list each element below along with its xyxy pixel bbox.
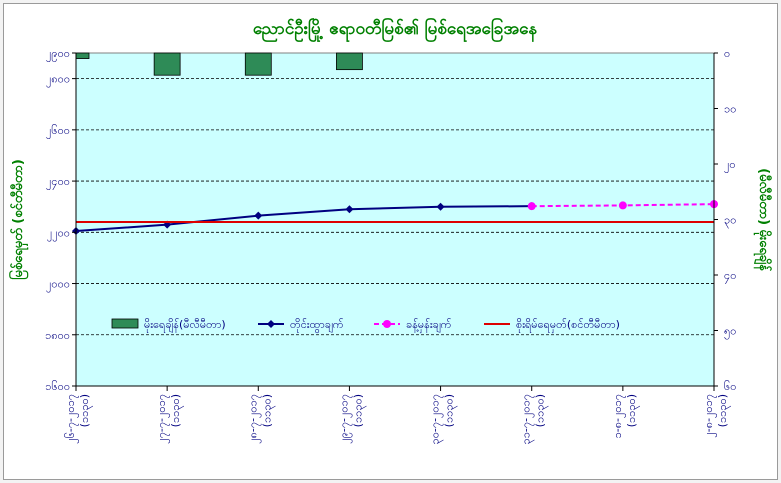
x-tick-label: ၃၁-၇-၂၀၁၇ (၁၁၃၀) [520, 394, 549, 444]
x-tick-date: ၃၁-၇-၂၀၁၇ [520, 394, 535, 444]
rainfall-bars [75, 52, 363, 76]
x-tick-label: ၁-၈-၂၀၁၇ (၁၁၃၀) [611, 394, 640, 438]
y-right-tick-label: ၀ [724, 47, 730, 60]
x-tick-time: (၁၁၃၀) [260, 394, 275, 427]
y-right-tick-label: ၂၀ [724, 158, 736, 173]
rainfall-bar [75, 52, 90, 59]
legend-label: မိုးရေချိန်(မီလီမီတာ) [144, 318, 226, 333]
y-left-tick-label: ၂၂၀၀ [47, 226, 70, 241]
x-tick-date: ၁-၈-၂၀၁၇ [611, 394, 626, 438]
y-left-tick-label: ၂၀၀၀ [46, 278, 70, 293]
legend-label: တိုင်းထွာချက် [290, 318, 344, 333]
x-tick-time: (၁၁၃၀) [169, 394, 184, 427]
y-right-tick-label: ၃၀ [724, 214, 736, 229]
legend: မိုးရေချိန်(မီလီမီတာ) တိုင်းထွာချက် ခန့်မှ… [111, 318, 620, 333]
y-left-tick-label: ၂၆၀၀ [46, 124, 70, 139]
y-left-tick-label: ၁၆၀၀ [45, 380, 70, 393]
y-right-tick-label: ၁၀ [724, 103, 736, 116]
y-left-tick-label: ၂၈၀၀ [46, 73, 70, 88]
series-lines [72, 200, 718, 236]
x-tick-time: (၁၁၃၀) [78, 394, 93, 427]
chart-title: ညောင်ဦးမြို့ ဧရာဝတီမြစ်၏ မြစ်ရေအခြေအနေ [253, 16, 537, 43]
x-tick-label: ၂၆-၇-၂၀၁၇ (၁၁၃၀) [64, 394, 93, 444]
x-tick-label: ၂၈-၇-၂၀၁၇ (၁၁၃၀) [246, 394, 275, 444]
x-tick-label: ၂-၈-၂၀၁၇ (၁၁၃၀) [702, 394, 731, 438]
x-tick-label: ၂၉-၇-၂၀၁၇ (၁၁၃၀) [337, 394, 366, 444]
x-tick-time: (၁၁၃၀) [534, 394, 549, 427]
x-tick-date: ၂-၈-၂၀၁၇ [702, 394, 717, 438]
x-tick-date: ၂၉-၇-၂၀၁၇ [337, 394, 352, 444]
forecast-point [527, 202, 536, 211]
x-tick-time: (၁၁၃၀) [716, 394, 731, 427]
y-right-tick-label: ၆၀ [724, 380, 736, 393]
plot-area [75, 52, 715, 387]
y-left-tick-label: ၂၉၀၀ [46, 47, 70, 62]
legend-swatch-marker [267, 320, 275, 328]
x-tick-label: ၂၇-၇-၂၀၁၇ (၁၁၃၀) [155, 394, 184, 444]
gridlines [76, 78, 714, 336]
x-tick-time: (၁၁၃၀) [351, 394, 366, 427]
y-right-tick-label: ၄၀ [724, 269, 736, 284]
x-tick-date: ၂၈-၇-၂၀၁၇ [246, 394, 261, 444]
rainfall-bar [244, 52, 272, 76]
x-tick-date: ၃၀-၇-၂၀၁၇ [429, 394, 444, 444]
rainfall-bar [153, 52, 181, 76]
observed-line [75, 205, 532, 233]
observed-point [345, 205, 354, 214]
x-tick-label: ၃၀-၇-၂၀၁၇ (၁၁၃၀) [429, 394, 458, 444]
legend-label: စိုးရိမ်ရေမှတ်(စင်တီမီတာ) [516, 318, 620, 333]
y-axis-left-label: မြစ်ရေမှတ် (စင်တီမီတာ) [8, 159, 29, 280]
rainfall-bar [336, 52, 363, 71]
observed-point [436, 202, 445, 211]
axes: ၁၆၀၀ ၁၈၀၀ ၂၀၀၀ ၂၂၀၀ ၂၄၀၀ ၂၆၀၀ ၂၈၀၀ ၂၉၀၀ ၀၁၀၂၀၃၀၄… [45, 47, 736, 444]
y-left-tick-label: ၁၈၀၀ [45, 329, 70, 342]
forecast-point [618, 201, 627, 210]
legend-swatch-marker [383, 320, 391, 328]
y-left-tick-label: ၂၄၀၀ [46, 175, 70, 190]
x-tick-time: (၁၁၃၀) [443, 394, 458, 427]
y-axis-right-label: (မီလီမီတာ) မိုးရေချိန် [753, 168, 773, 272]
x-tick-date: ၂၆-၇-၂၀၁၇ [64, 394, 79, 444]
x-tick-time: (၁၁၃၀) [625, 394, 640, 427]
y-right-tick-label: ၅၀ [724, 325, 736, 340]
x-tick-date: ၂၇-၇-၂၀၁၇ [155, 394, 170, 444]
legend-swatch-bar [111, 318, 139, 329]
legend-label: ခန့်မှန်းချက် [406, 318, 452, 333]
observed-point [254, 211, 263, 220]
